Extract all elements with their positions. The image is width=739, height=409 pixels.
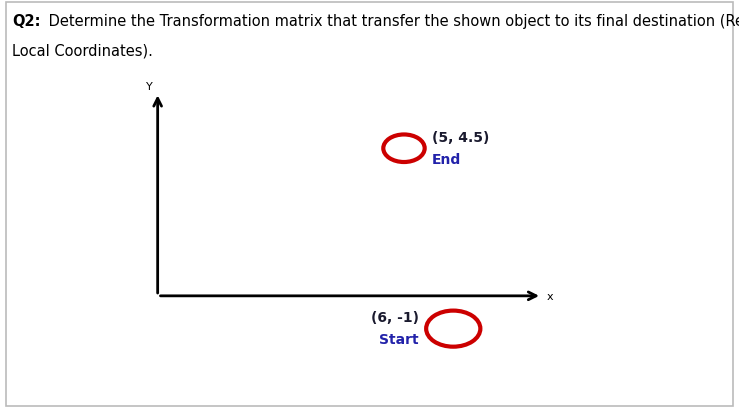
Text: x: x	[547, 291, 554, 301]
Text: Local Coordinates).: Local Coordinates).	[12, 43, 153, 58]
Text: Start: Start	[379, 332, 419, 346]
Text: Y: Y	[146, 82, 153, 92]
Text: End: End	[432, 153, 461, 167]
Text: (5, 4.5): (5, 4.5)	[432, 131, 489, 145]
Text: Q2:: Q2:	[12, 14, 41, 29]
Text: Determine the Transformation matrix that transfer the shown object to its final : Determine the Transformation matrix that…	[44, 14, 739, 29]
Text: (6, -1): (6, -1)	[371, 310, 419, 324]
